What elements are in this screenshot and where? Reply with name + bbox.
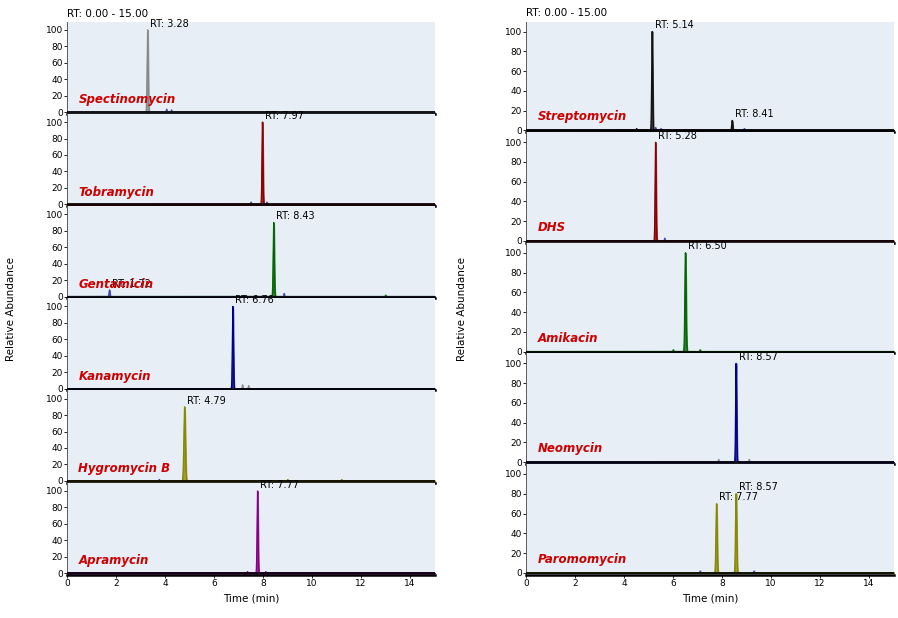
Text: RT: 1.72: RT: 1.72	[112, 279, 151, 289]
Text: RT: 6.50: RT: 6.50	[688, 241, 726, 252]
Text: RT: 5.28: RT: 5.28	[658, 130, 697, 141]
Text: Paromomycin: Paromomycin	[537, 553, 627, 566]
Text: RT: 0.00 - 15.00: RT: 0.00 - 15.00	[67, 9, 148, 19]
Text: Relative Abundance: Relative Abundance	[457, 257, 468, 361]
Text: RT: 3.28: RT: 3.28	[150, 19, 189, 28]
Text: Neomycin: Neomycin	[537, 442, 603, 455]
Text: RT: 7.97: RT: 7.97	[265, 111, 304, 121]
Text: RT: 8.57: RT: 8.57	[738, 482, 778, 493]
Text: Spectinomycin: Spectinomycin	[78, 93, 176, 106]
Text: RT: 8.43: RT: 8.43	[277, 211, 315, 221]
Text: RT: 4.79: RT: 4.79	[187, 396, 225, 405]
Text: RT: 8.57: RT: 8.57	[738, 352, 778, 362]
Text: RT: 0.00 - 15.00: RT: 0.00 - 15.00	[526, 8, 607, 19]
Text: RT: 7.77: RT: 7.77	[260, 480, 299, 489]
X-axis label: Time (min): Time (min)	[682, 593, 738, 603]
Text: RT: 8.41: RT: 8.41	[735, 109, 773, 119]
Text: Apramycin: Apramycin	[78, 554, 149, 567]
Text: Amikacin: Amikacin	[537, 332, 598, 345]
Text: RT: 6.76: RT: 6.76	[235, 295, 274, 305]
Text: Streptomycin: Streptomycin	[537, 111, 627, 124]
Text: Relative Abundance: Relative Abundance	[5, 257, 16, 361]
Text: RT: 7.77: RT: 7.77	[719, 492, 758, 502]
Text: RT: 5.14: RT: 5.14	[655, 20, 693, 30]
Text: DHS: DHS	[537, 221, 566, 234]
Text: Gentamicin: Gentamicin	[78, 278, 154, 291]
X-axis label: Time (min): Time (min)	[223, 593, 279, 603]
Text: Tobramycin: Tobramycin	[78, 185, 154, 198]
Text: Kanamycin: Kanamycin	[78, 370, 151, 383]
Text: Hygromycin B: Hygromycin B	[78, 462, 171, 475]
